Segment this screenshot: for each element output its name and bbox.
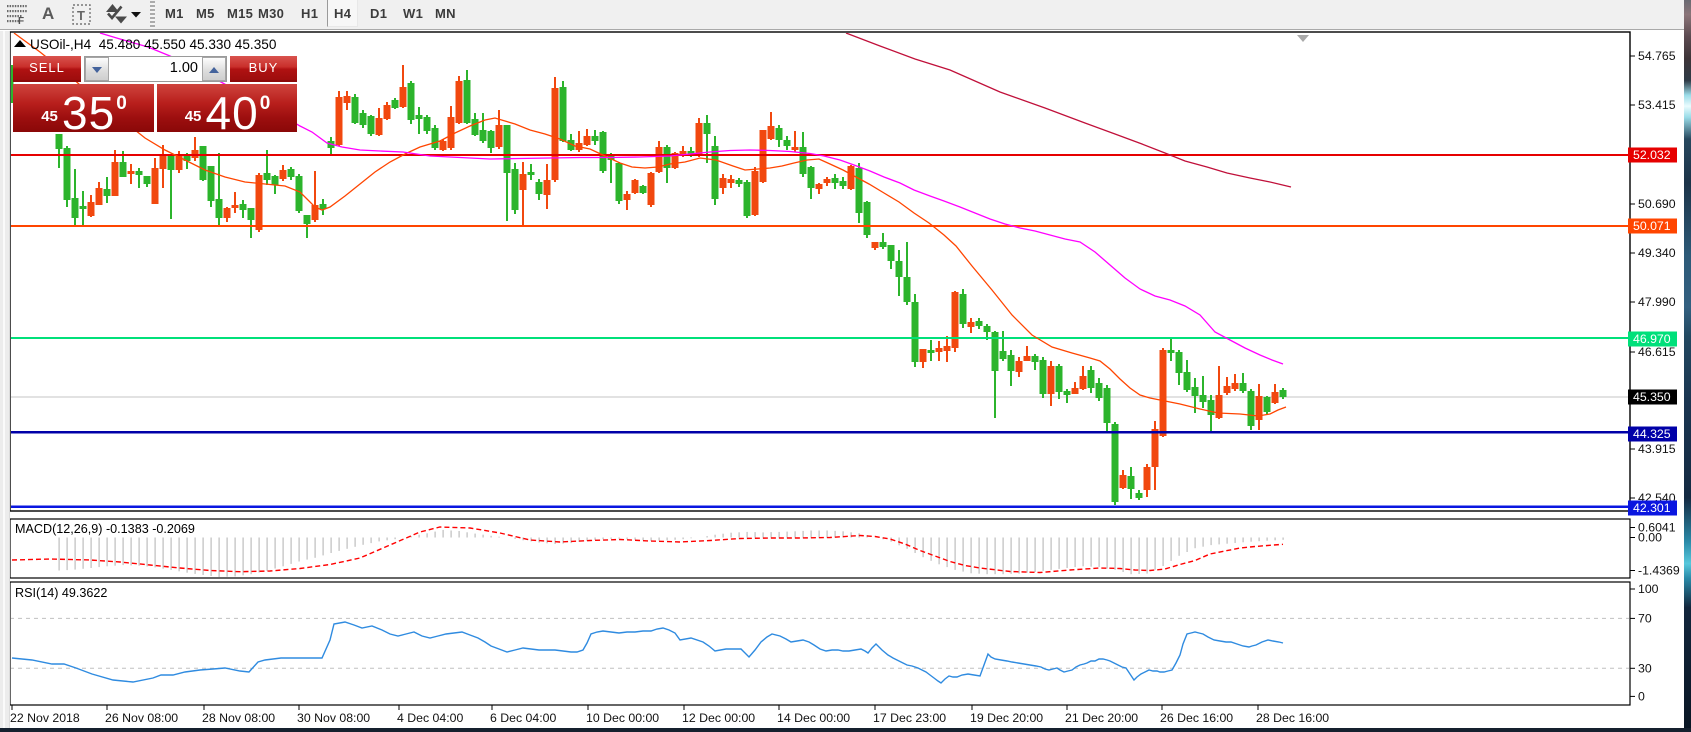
svg-text:0.6041: 0.6041	[1638, 521, 1676, 535]
svg-text:100: 100	[1638, 582, 1659, 596]
svg-text:17 Dec 23:00: 17 Dec 23:00	[873, 711, 946, 725]
svg-text:49.340: 49.340	[1638, 246, 1676, 260]
svg-text:28 Nov 08:00: 28 Nov 08:00	[202, 711, 275, 725]
svg-text:19 Dec 20:00: 19 Dec 20:00	[970, 711, 1043, 725]
svg-text:26 Dec 16:00: 26 Dec 16:00	[1160, 711, 1233, 725]
svg-text:0.00: 0.00	[1638, 531, 1662, 545]
svg-text:12 Dec 00:00: 12 Dec 00:00	[682, 711, 755, 725]
svg-text:53.415: 53.415	[1638, 98, 1676, 112]
svg-text:42.301: 42.301	[1633, 501, 1671, 515]
svg-text:6 Dec 04:00: 6 Dec 04:00	[490, 711, 556, 725]
svg-text:10 Dec 00:00: 10 Dec 00:00	[586, 711, 659, 725]
svg-text:4 Dec 04:00: 4 Dec 04:00	[397, 711, 463, 725]
svg-text:50.690: 50.690	[1638, 197, 1676, 211]
svg-text:22 Nov 2018: 22 Nov 2018	[10, 711, 80, 725]
svg-text:-1.4369: -1.4369	[1638, 564, 1680, 578]
svg-text:43.915: 43.915	[1638, 442, 1676, 456]
svg-text:T: T	[77, 8, 85, 23]
svg-text:50.071: 50.071	[1633, 219, 1671, 233]
svg-text:54.765: 54.765	[1638, 49, 1676, 63]
svg-text:0: 0	[1638, 689, 1645, 703]
svg-text:44.325: 44.325	[1633, 427, 1671, 441]
svg-text:F: F	[18, 16, 24, 26]
svg-text:52.032: 52.032	[1633, 148, 1671, 162]
svg-text:21 Dec 20:00: 21 Dec 20:00	[1065, 711, 1138, 725]
svg-text:RSI(14) 49.3622: RSI(14) 49.3622	[15, 586, 107, 600]
svg-text:45.350: 45.350	[1633, 390, 1671, 404]
svg-text:46.615: 46.615	[1638, 345, 1676, 359]
svg-text:30 Nov 08:00: 30 Nov 08:00	[297, 711, 370, 725]
svg-text:47.990: 47.990	[1638, 295, 1676, 309]
svg-text:46.970: 46.970	[1633, 332, 1671, 346]
svg-text:26 Nov 08:00: 26 Nov 08:00	[105, 711, 178, 725]
svg-text:USOil-,H4 45.480 45.550 45.33: USOil-,H4 45.480 45.550 45.330 45.350	[30, 37, 277, 52]
svg-text:70: 70	[1638, 611, 1652, 625]
svg-text:14 Dec 00:00: 14 Dec 00:00	[777, 711, 850, 725]
svg-text:28 Dec 16:00: 28 Dec 16:00	[1256, 711, 1329, 725]
svg-text:30: 30	[1638, 661, 1652, 675]
svg-text:MACD(12,26,9) -0.1383 -0.2069: MACD(12,26,9) -0.1383 -0.2069	[15, 522, 195, 536]
